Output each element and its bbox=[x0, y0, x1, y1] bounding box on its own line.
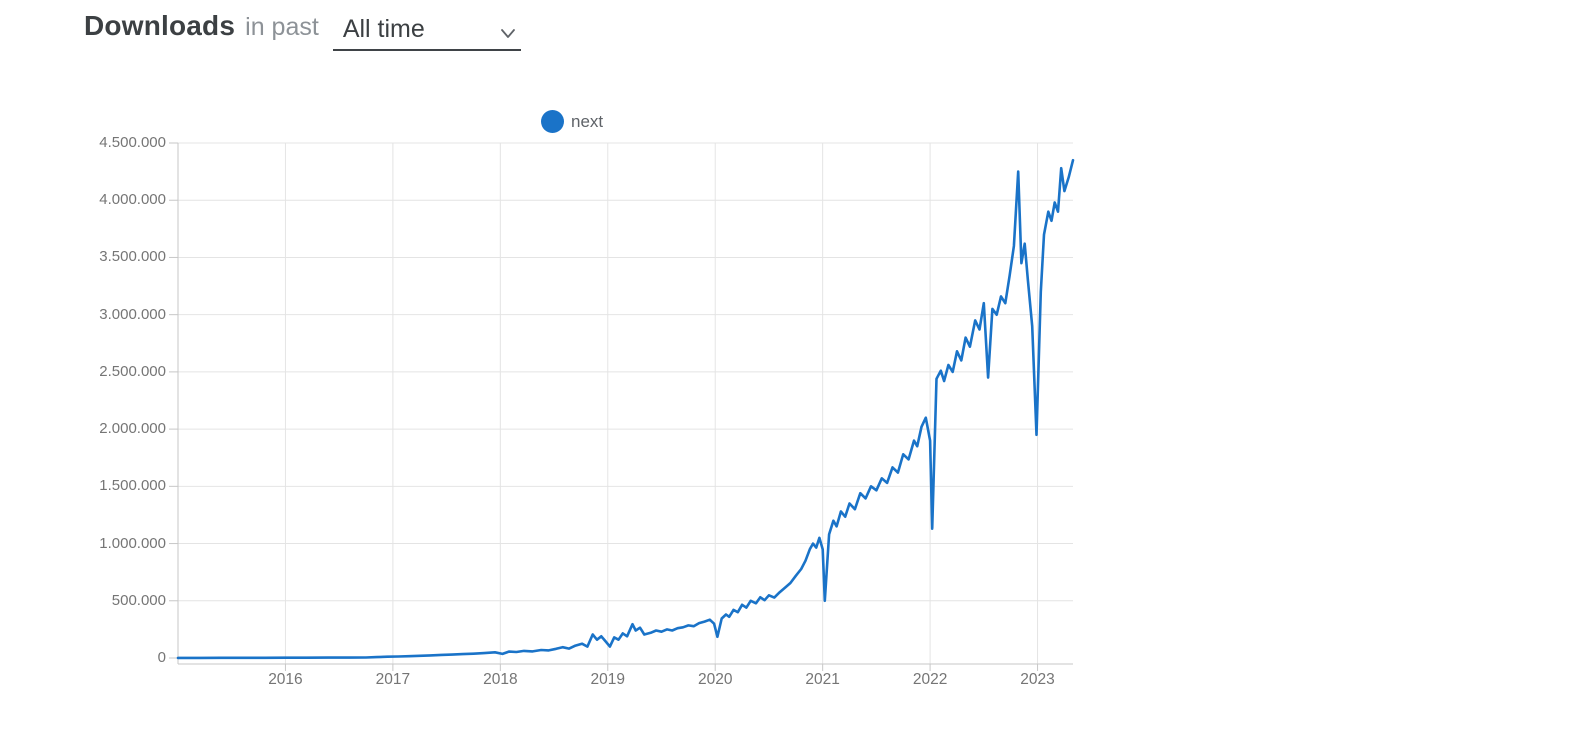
legend-label-next[interactable]: next bbox=[571, 111, 604, 131]
time-range-select[interactable]: All time bbox=[332, 15, 521, 51]
legend-dot-next[interactable] bbox=[541, 110, 564, 133]
chevron-down-icon bbox=[500, 25, 515, 38]
downloads-header: Downloads in past All time bbox=[84, 10, 521, 51]
page-title: Downloads bbox=[84, 10, 236, 41]
title-subtitle: in past bbox=[245, 13, 319, 41]
series-line-next[interactable] bbox=[176, 158, 1075, 660]
time-range-value: All time bbox=[342, 15, 425, 43]
chart-legend: next bbox=[541, 110, 603, 133]
